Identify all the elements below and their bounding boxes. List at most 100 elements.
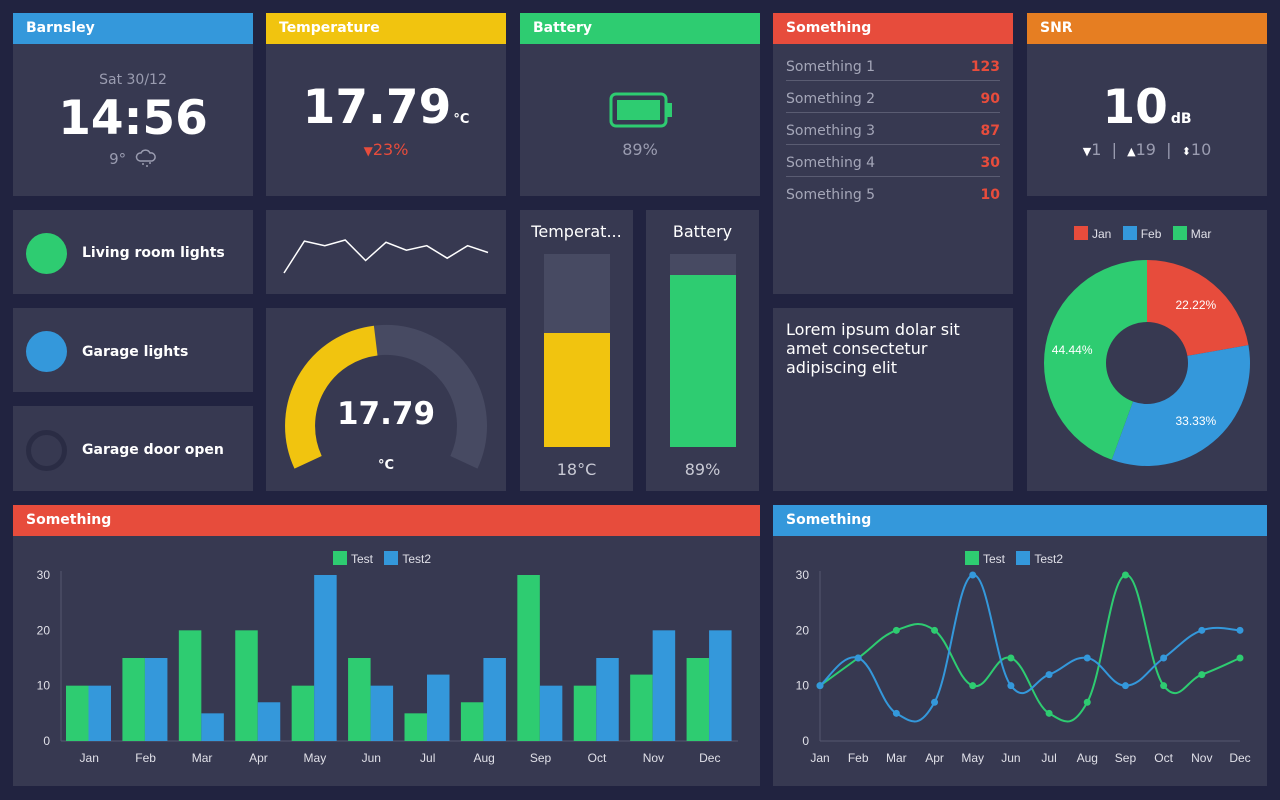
- level-temperature-tile: Temperat... 18°C: [520, 210, 633, 491]
- toggle-indicator-off[interactable]: [26, 430, 67, 471]
- x-tick-label: Sep: [1115, 751, 1137, 765]
- line-point: [817, 682, 824, 689]
- caret-down-icon: ▼: [1083, 145, 1091, 158]
- x-tick-label: Nov: [1191, 751, 1212, 765]
- x-tick-label: Feb: [848, 751, 869, 765]
- bar: [122, 658, 144, 741]
- snr-both: 10: [1191, 140, 1211, 159]
- bar: [179, 630, 202, 741]
- pie-slice-label: 33.33%: [1176, 414, 1217, 428]
- x-tick-label: Jul: [1041, 751, 1056, 765]
- x-tick-label: Mar: [192, 751, 213, 765]
- bar: [145, 658, 168, 741]
- x-tick-label: Aug: [473, 751, 494, 765]
- line-point: [1237, 627, 1244, 634]
- x-tick-label: Apr: [925, 751, 944, 765]
- line-series: [820, 575, 1240, 722]
- clock-time: 14:56: [13, 91, 253, 146]
- gauge-value: 17.79: [266, 396, 506, 432]
- y-tick-label: 10: [37, 679, 51, 693]
- snr-reading: 10 dB: [1027, 80, 1267, 135]
- switch-garage-lights[interactable]: Garage lights: [13, 308, 253, 392]
- temperature-value: 17.79: [303, 80, 452, 135]
- switch-garage-door[interactable]: Garage door open: [13, 406, 253, 491]
- temperature-unit: °C: [453, 112, 469, 127]
- switch-label: Garage door open: [82, 442, 224, 458]
- y-tick-label: 10: [796, 679, 810, 693]
- line-point: [1046, 710, 1053, 717]
- caret-updown-icon: ⬍: [1182, 145, 1191, 158]
- bar: [483, 658, 506, 741]
- y-tick-label: 30: [796, 568, 810, 582]
- bar: [540, 686, 563, 741]
- line-point: [893, 710, 900, 717]
- line-point: [1198, 671, 1205, 678]
- list-item: Something 5 10: [786, 177, 1000, 209]
- down-arrow-icon: ▼: [364, 144, 373, 158]
- pie-slice: [1112, 345, 1250, 466]
- snr-down: 1: [1091, 140, 1101, 159]
- temperature-change-value: 23%: [373, 140, 409, 159]
- x-tick-label: Jun: [362, 751, 381, 765]
- pie-chart-tile: Jan Feb Mar 22.22% 33.33% 44.44%: [1027, 210, 1267, 491]
- bar: [405, 713, 428, 741]
- snr-unit: dB: [1171, 111, 1192, 127]
- level-value: 18°C: [520, 460, 633, 479]
- clock-temp: 9°: [109, 150, 126, 168]
- temperature-reading: 17.79 °C: [266, 80, 506, 135]
- x-tick-label: Feb: [135, 751, 156, 765]
- caret-up-icon: ▲: [1127, 145, 1135, 158]
- level-track: [670, 254, 736, 447]
- line-point: [1084, 655, 1091, 662]
- clock-weather: 9°: [13, 149, 253, 169]
- list-header: Something: [773, 13, 1013, 44]
- x-tick-label: May: [304, 751, 327, 765]
- bar-chart: 0 10 20 30 Jan Feb Mar Apr May Jun Jul Aug Sep Oct Nov…: [13, 505, 760, 786]
- sparkline-tile: [266, 210, 506, 294]
- line-point: [931, 627, 938, 634]
- level-track: [544, 254, 610, 447]
- snow-cloud-icon: [135, 149, 157, 169]
- bar-chart-tile: Something Test Test2 0 10 20 30 Jan Feb Mar Apr…: [13, 505, 760, 786]
- bar: [371, 686, 394, 741]
- list-item: Something 2 90: [786, 81, 1000, 113]
- bar: [201, 713, 224, 741]
- level-title: Battery: [646, 222, 759, 241]
- bar: [653, 630, 676, 741]
- x-tick-label: Dec: [699, 751, 720, 765]
- bar: [89, 686, 112, 741]
- list-item: Something 3 87: [786, 113, 1000, 145]
- y-tick-label: 0: [43, 734, 50, 748]
- x-tick-label: Apr: [249, 751, 268, 765]
- line-point: [1198, 627, 1205, 634]
- line-point: [1046, 671, 1053, 678]
- snr-stats: ▼1 | ▲19 | ⬍10: [1027, 140, 1267, 159]
- battery-value: 89%: [520, 140, 760, 159]
- bar: [709, 630, 732, 741]
- level-fill: [670, 275, 736, 447]
- x-tick-label: Jun: [1001, 751, 1020, 765]
- line-point: [1160, 655, 1167, 662]
- line-chart-tile: Something Test Test2 0 10 20 30 Jan Feb Mar Apr…: [773, 505, 1267, 786]
- x-tick-label: Sep: [530, 751, 552, 765]
- snr-up: 19: [1136, 140, 1156, 159]
- x-tick-label: Aug: [1077, 751, 1098, 765]
- x-tick-label: May: [961, 751, 984, 765]
- gauge-unit: °C: [266, 458, 506, 473]
- battery-tile: Battery 89%: [520, 13, 760, 196]
- temperature-tile: Temperature 17.79 °C ▼23%: [266, 13, 506, 196]
- sparkline-chart: [266, 210, 506, 294]
- bar: [630, 675, 653, 741]
- gauge-tile: 17.79 °C: [266, 308, 506, 491]
- line-point: [1007, 682, 1014, 689]
- x-tick-label: Jan: [80, 751, 99, 765]
- list-item: Something 4 30: [786, 145, 1000, 177]
- x-tick-label: Oct: [588, 751, 607, 765]
- switch-living-room-lights[interactable]: Living room lights: [13, 210, 253, 294]
- line-point: [1122, 572, 1129, 579]
- toggle-indicator-on[interactable]: [26, 233, 67, 274]
- line-point: [1007, 655, 1014, 662]
- x-tick-label: Jul: [420, 751, 435, 765]
- level-title: Temperat...: [520, 222, 633, 241]
- toggle-indicator-on[interactable]: [26, 331, 67, 372]
